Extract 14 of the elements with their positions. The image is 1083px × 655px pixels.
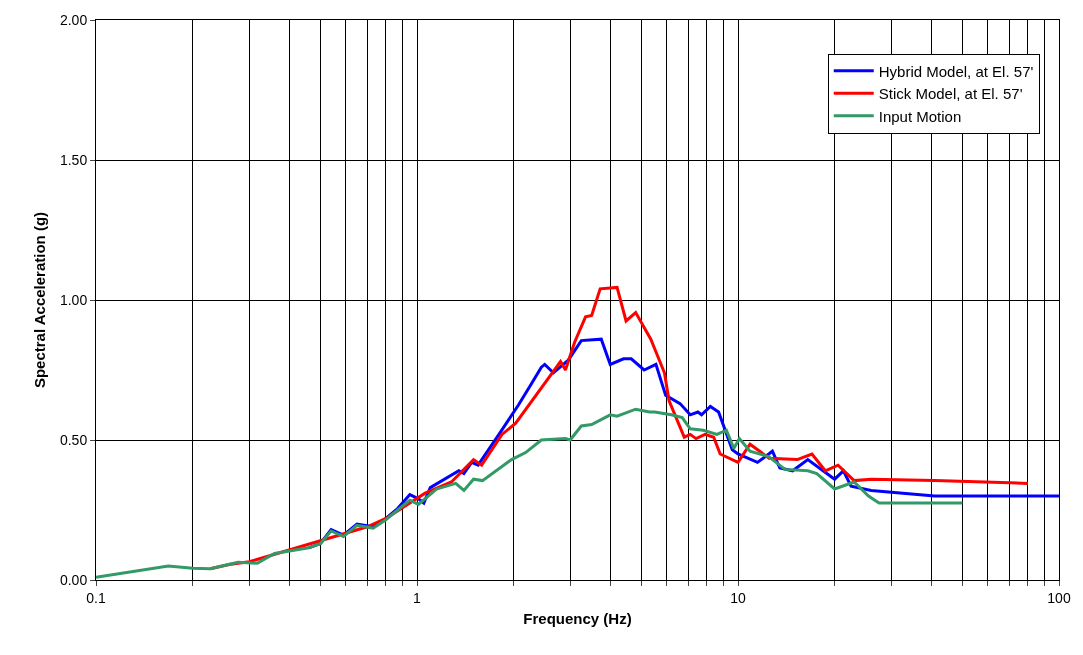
y-tick-label: 2.00	[59, 11, 88, 28]
x-tick-label: 100	[1047, 589, 1071, 606]
y-tick-label: 0.00	[59, 571, 88, 588]
x-tick-label: 0.1	[86, 589, 106, 606]
legend-label: Input Motion	[878, 107, 962, 125]
y-tick-label: 0.50	[59, 431, 88, 448]
legend-label: Stick Model, at El. 57'	[878, 85, 1023, 103]
y-tick-label: 1.50	[59, 151, 88, 168]
y-tick-label: 1.00	[59, 291, 88, 308]
x-tick-label: 1	[413, 589, 422, 606]
legend-label: Hybrid Model, at El. 57'	[878, 62, 1034, 80]
x-axis-title: Frequency (Hz)	[523, 609, 632, 627]
x-tick-label: 10	[730, 589, 746, 606]
y-axis-title: Spectral Acceleration (g)	[31, 211, 49, 389]
